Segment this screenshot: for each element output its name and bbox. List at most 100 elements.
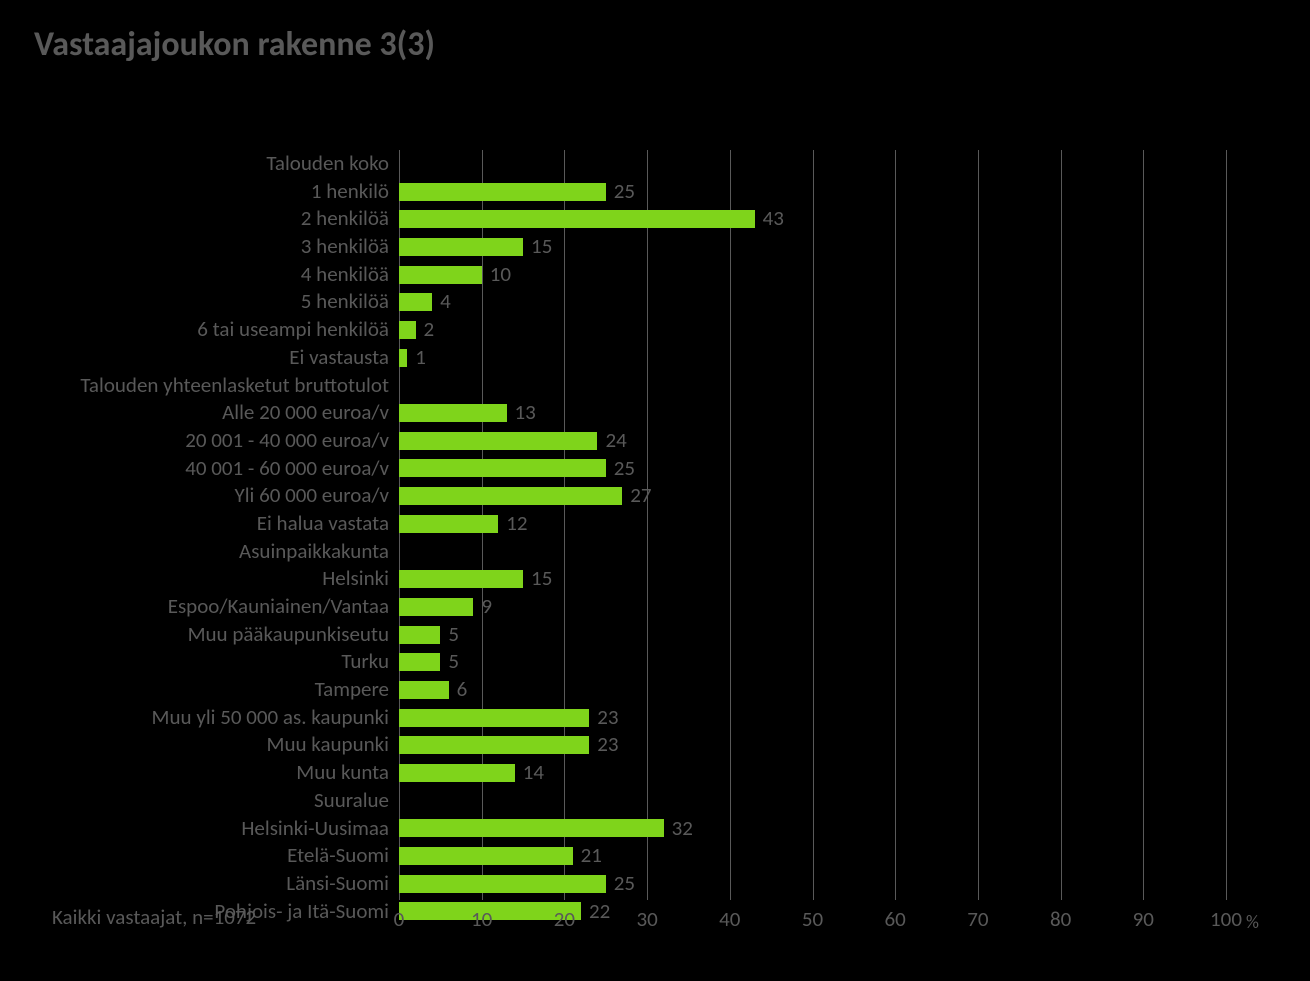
x-tick-label: 90 [1133,906,1154,932]
value-label: 5 [448,621,459,649]
value-label: 6 [457,676,468,704]
bar [399,432,597,450]
x-tick-label: 80 [1050,906,1071,932]
bar [399,266,482,284]
bar [399,598,473,616]
data-row: Espoo/Kauniainen/Vantaa9 [0,593,1310,621]
bar [399,210,755,228]
data-row: Yli 60 000 euroa/v 27 [0,482,1310,510]
bar [399,653,440,671]
category-header-label: Talouden yhteenlasketut bruttotulot [9,372,389,400]
bar [399,736,589,754]
y-axis-label: Muu yli 50 000 as. kaupunki [9,704,389,732]
value-label: 2 [424,316,435,344]
data-row: Etelä-Suomi 21 [0,842,1310,870]
data-row: Turku 5 [0,648,1310,676]
bar [399,459,606,477]
y-axis-label: 4 henkilöä [9,261,389,289]
y-axis-label: Espoo/Kauniainen/Vantaa [9,593,389,621]
bar [399,293,432,311]
x-tick-label: 10 [471,906,492,932]
bar [399,819,664,837]
category-header-label: Suuralue [9,787,389,815]
bar [399,681,449,699]
x-tick-label: 0 [394,906,405,932]
x-tick-label: 40 [719,906,740,932]
y-axis-label: Helsinki [9,565,389,593]
value-label: 1 [415,344,426,372]
value-label: 23 [597,731,618,759]
x-axis-unit: % [1246,911,1259,933]
y-axis-label: Etelä-Suomi [9,842,389,870]
category-header-row: Suuralue [0,787,1310,815]
x-tick-label: 50 [802,906,823,932]
y-axis-label: 20 001 - 40 000 euroa/v [9,427,389,455]
slide: { "title": "Vastaajajoukon rakenne 3(3)"… [0,0,1310,981]
y-axis-label: 1 henkilö [9,178,389,206]
bar [399,183,606,201]
y-axis-label: Muu kaupunki [9,731,389,759]
value-label: 5 [448,648,459,676]
value-label: 32 [672,815,693,843]
value-label: 23 [597,704,618,732]
value-label: 10 [490,261,511,289]
data-row: Helsinki-Uusimaa 32 [0,815,1310,843]
footer-note: Kaikki vastaajat, n=1072 [52,904,256,930]
data-row: Tampere 6 [0,676,1310,704]
data-row: Muu kaupunki 23 [0,731,1310,759]
data-row: 4 henkilöä 10 [0,261,1310,289]
value-label: 4 [440,288,451,316]
y-axis-label: Turku [9,648,389,676]
x-tick-label: 20 [554,906,575,932]
bar [399,570,523,588]
bar [399,709,589,727]
bar-chart: Talouden koko1 henkilö252 henkilöä433 he… [0,150,1310,940]
y-axis-label: 6 tai useampi henkilöä [9,316,389,344]
y-axis-label: Länsi-Suomi [9,870,389,898]
y-axis-label: Helsinki-Uusimaa [9,815,389,843]
y-axis-label: 3 henkilöä [9,233,389,261]
bar [399,349,407,367]
data-row: Muu kunta14 [0,759,1310,787]
chart-rows: Talouden koko1 henkilö252 henkilöä433 he… [0,150,1310,925]
y-axis-label: Alle 20 000 euroa/v [9,399,389,427]
value-label: 21 [581,842,602,870]
data-row: 3 henkilöä15 [0,233,1310,261]
value-label: 13 [515,399,536,427]
bar [399,515,498,533]
data-row: 6 tai useampi henkilöä 2 [0,316,1310,344]
data-row: 5 henkilöä 4 [0,288,1310,316]
bar [399,875,606,893]
data-row: Muu pääkaupunkiseutu 5 [0,621,1310,649]
value-label: 25 [614,178,635,206]
y-axis-label: Ei halua vastata [9,510,389,538]
x-tick-label: 60 [885,906,906,932]
value-label: 24 [605,427,626,455]
bar [399,764,515,782]
y-axis-label: Yli 60 000 euroa/v [9,482,389,510]
data-row: 1 henkilö 25 [0,178,1310,206]
category-header-row: Asuinpaikkakunta [0,538,1310,566]
y-axis-label: Muu pääkaupunkiseutu [9,621,389,649]
data-row: Helsinki15 [0,565,1310,593]
category-header-label: Talouden koko [9,150,389,178]
bar [399,321,416,339]
y-axis-label: 5 henkilöä [9,288,389,316]
bar [399,626,440,644]
bar [399,487,622,505]
bar [399,238,523,256]
value-label: 12 [506,510,527,538]
x-tick-label: 100 [1210,906,1242,932]
value-label: 14 [523,759,544,787]
data-row: Muu yli 50 000 as. kaupunki 23 [0,704,1310,732]
y-axis-label: Tampere [9,676,389,704]
x-tick-label: 70 [967,906,988,932]
value-label: 27 [630,482,651,510]
category-header-row: Talouden koko [0,150,1310,178]
data-row: Ei vastausta 1 [0,344,1310,372]
value-label: 22 [589,898,610,926]
y-axis-label: 2 henkilöä [9,205,389,233]
data-row: 20 001 - 40 000 euroa/v 24 [0,427,1310,455]
bar [399,404,507,422]
y-axis-label: Ei vastausta [9,344,389,372]
